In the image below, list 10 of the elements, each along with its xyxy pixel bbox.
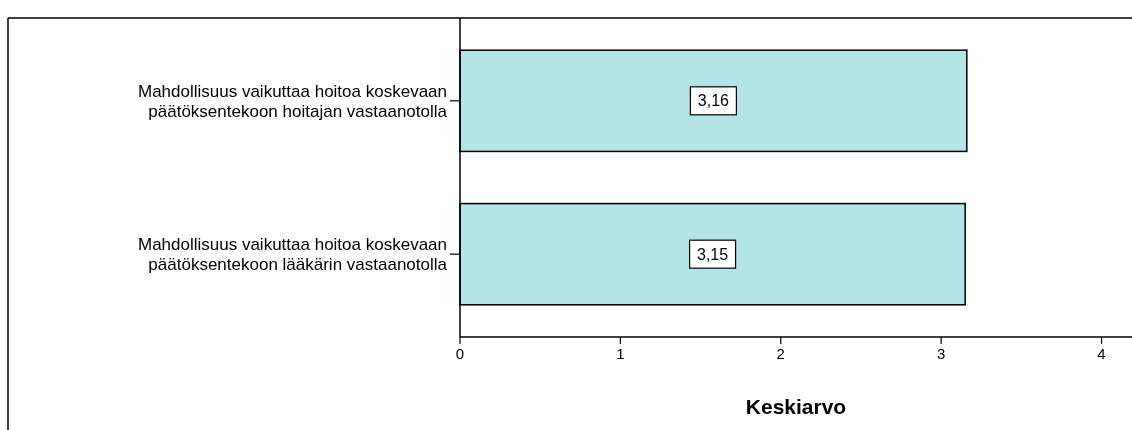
data-label: 3,16: [697, 92, 730, 110]
x-tick-label: 0: [455, 345, 465, 362]
x-tick-label: 2: [776, 345, 785, 362]
y-tick-label: Mahdollisuus vaikuttaa hoitoa koskevaan päätöksentekoon lääkärin vastaanotolla: [137, 235, 448, 275]
x-axis-title: Keskiarvo: [745, 395, 847, 418]
data-label: 3,15: [697, 245, 729, 263]
x-tick-label: 1: [616, 345, 625, 362]
x-tick-label: 3: [936, 345, 946, 362]
x-tick-label: 4: [1097, 345, 1106, 362]
y-tick-label: Mahdollisuus vaikuttaa hoitoa koskevaan päätöksentekoon hoitajan vastaanotolla: [137, 81, 448, 121]
